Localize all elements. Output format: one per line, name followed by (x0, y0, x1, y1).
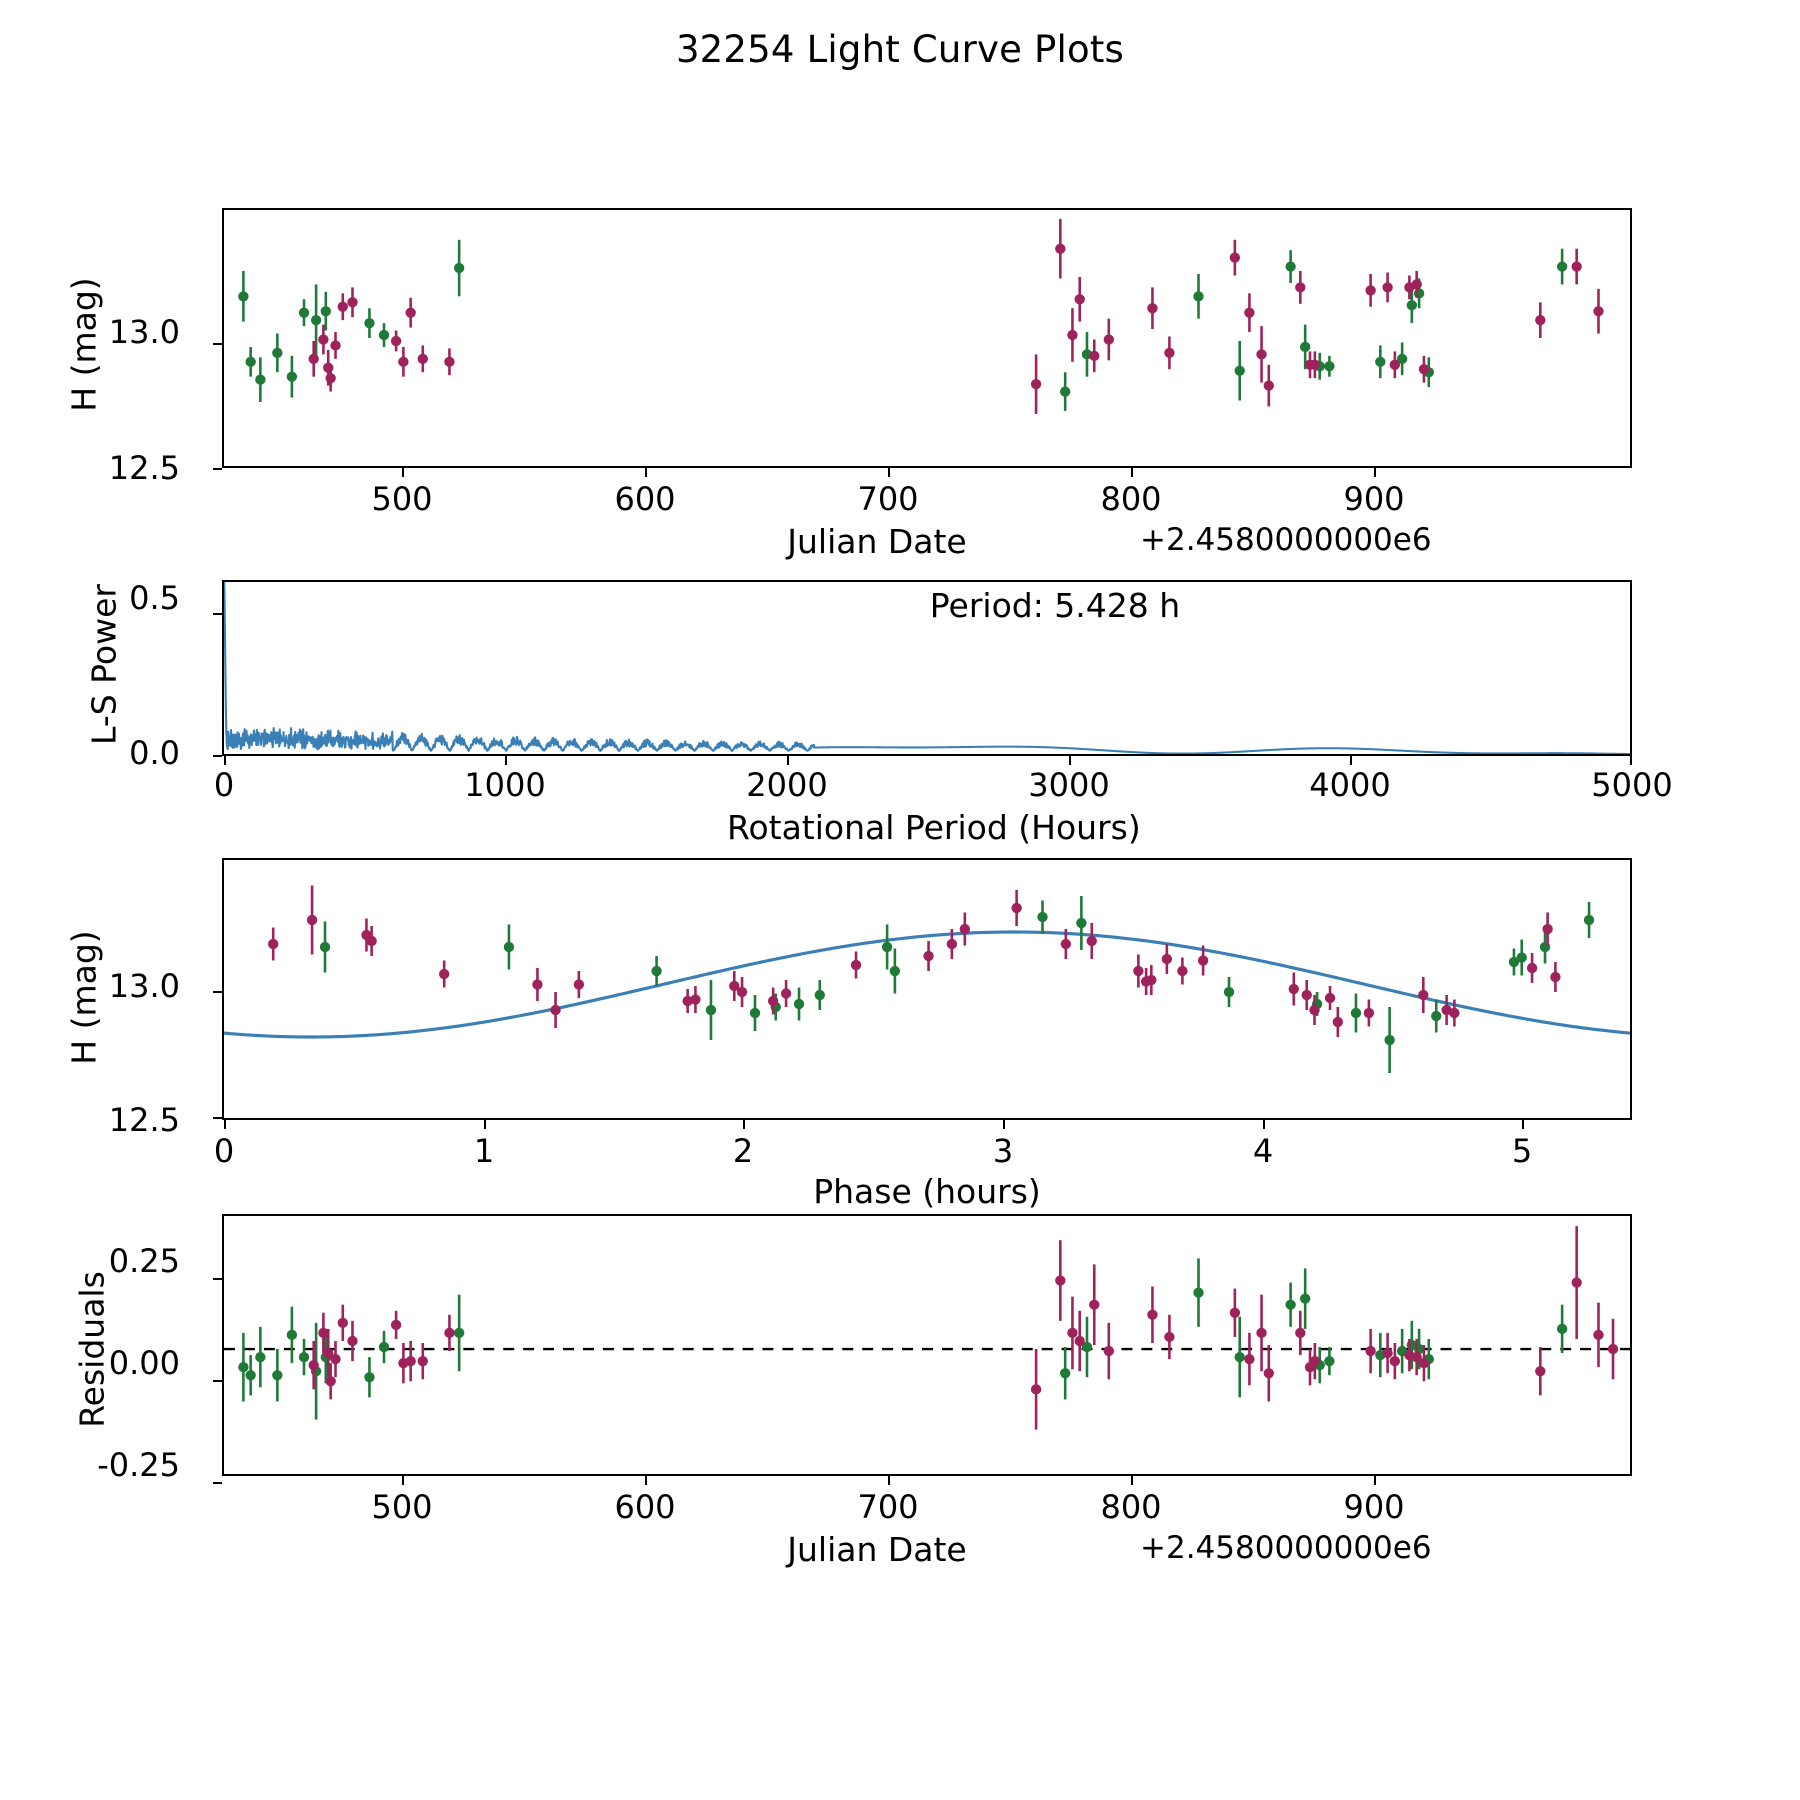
phase-xtickmark-0 (224, 1120, 226, 1129)
phase-ytick-12.5: 12.5 (108, 1101, 180, 1139)
lightcurve-xtickmark-2 (888, 468, 890, 477)
periodogram-ytickmark-0 (213, 613, 222, 615)
phase-xlabel: Phase (hours) (813, 1172, 1041, 1211)
lightcurve-xtick-600: 600 (614, 480, 676, 518)
residuals-panel (222, 1214, 1632, 1476)
residuals-xlabel: Julian Date (787, 1530, 967, 1569)
lightcurve-xtick-700: 700 (857, 480, 919, 518)
phase-xtickmark-5 (1522, 1120, 1524, 1129)
residuals-ytick-0.25: 0.25 (108, 1242, 180, 1280)
periodogram-ytick-0.5: 0.5 (129, 579, 180, 617)
residuals-ytickmark-2 (213, 1482, 222, 1484)
phase-ylabel: H (mag) (64, 930, 104, 1065)
phase-ytickmark-0 (213, 991, 222, 993)
sinusoid-fit-line (224, 930, 1630, 1039)
period-annotation: Period: 5.428 h (929, 586, 1181, 625)
series-series_b (238, 1258, 1568, 1420)
residuals-ytick-0.00: 0.00 (108, 1344, 180, 1382)
residuals-x-offset-text: +2.4580000000e6 (1140, 1530, 1432, 1566)
series-series_a (268, 885, 1561, 1038)
phase-xtickmark-2 (743, 1120, 745, 1129)
periodogram-panel (222, 580, 1632, 756)
lightcurve-ylabel: H (mag) (64, 277, 104, 412)
lightcurve-x-offset-text: +2.4580000000e6 (1140, 522, 1432, 558)
series-series_b (319, 896, 1595, 1073)
phase-xtick-4: 4 (1252, 1132, 1274, 1170)
residuals-xtickmark-0 (402, 1476, 404, 1485)
periodogram-ytickmark-1 (213, 755, 222, 757)
periodogram-xtick-4000: 4000 (1309, 766, 1391, 804)
residuals-ytickmark-0 (213, 1278, 222, 1280)
lightcurve-ytickmark-0 (213, 343, 222, 345)
periodogram-xtick-0: 0 (213, 766, 235, 804)
periodogram-xtickmark-3 (1069, 756, 1071, 765)
periodogram-xtick-1000: 1000 (464, 766, 546, 804)
periodogram-xtick-5000: 5000 (1591, 766, 1673, 804)
periodogram-xtickmark-2 (787, 756, 789, 765)
lightcurve-xtick-800: 800 (1100, 480, 1162, 518)
series-series_b (238, 239, 1568, 411)
series-series_a (308, 218, 1604, 414)
residuals-xtick-800: 800 (1100, 1488, 1162, 1526)
lightcurve-xtickmark-1 (645, 468, 647, 477)
page-title: 32254 Light Curve Plots (675, 28, 1125, 71)
periodogram-xtick-2000: 2000 (746, 766, 828, 804)
residuals-xtick-700: 700 (857, 1488, 919, 1526)
residuals-xtick-500: 500 (371, 1488, 433, 1526)
lightcurve-ytickmark-1 (213, 468, 222, 470)
residuals-xtickmark-1 (645, 1476, 647, 1485)
phase-ytick-13.0: 13.0 (108, 967, 180, 1005)
periodogram-xtick-3000: 3000 (1028, 766, 1110, 804)
residuals-xtickmark-3 (1131, 1476, 1133, 1485)
periodogram-xtickmark-5 (1630, 756, 1632, 765)
periodogram-line (224, 582, 1630, 754)
phase-xtick-0: 0 (213, 1132, 235, 1170)
phase-xtick-3: 3 (992, 1132, 1014, 1170)
phase-xtickmark-3 (1003, 1120, 1005, 1129)
lightcurve-xlabel: Julian Date (787, 522, 967, 561)
residuals-xtick-600: 600 (614, 1488, 676, 1526)
lightcurve-ytick-12.5: 12.5 (108, 449, 180, 487)
residuals-xtick-900: 900 (1343, 1488, 1405, 1526)
periodogram-xtickmark-4 (1350, 756, 1352, 765)
phase-xtickmark-1 (484, 1120, 486, 1129)
residuals-ytick--0.25: -0.25 (97, 1446, 180, 1484)
phase-xtick-2: 2 (732, 1132, 754, 1170)
periodogram-xlabel: Rotational Period (Hours) (727, 808, 1141, 847)
lightcurve-xtick-900: 900 (1343, 480, 1405, 518)
lightcurve-xtickmark-4 (1374, 468, 1376, 477)
phase-xtickmark-4 (1263, 1120, 1265, 1129)
lightcurve-ytick-13.0: 13.0 (108, 313, 180, 351)
residuals-xtickmark-4 (1374, 1476, 1376, 1485)
phase-ytickmark-1 (213, 1117, 222, 1119)
periodogram-xtickmark-0 (224, 756, 226, 765)
phase-folded-panel (222, 858, 1632, 1120)
lightcurve-xtick-500: 500 (371, 480, 433, 518)
residuals-xtickmark-2 (888, 1476, 890, 1485)
phase-xtick-1: 1 (473, 1132, 495, 1170)
periodogram-xtickmark-1 (505, 756, 507, 765)
lightcurve-xtickmark-3 (1131, 468, 1133, 477)
series-series_a (308, 1226, 1619, 1430)
residuals-ytickmark-1 (213, 1380, 222, 1382)
phase-xtick-5: 5 (1511, 1132, 1533, 1170)
periodogram-ytick-0.0: 0.0 (129, 734, 180, 772)
lightcurve-panel (222, 208, 1632, 468)
lightcurve-xtickmark-0 (402, 468, 404, 477)
